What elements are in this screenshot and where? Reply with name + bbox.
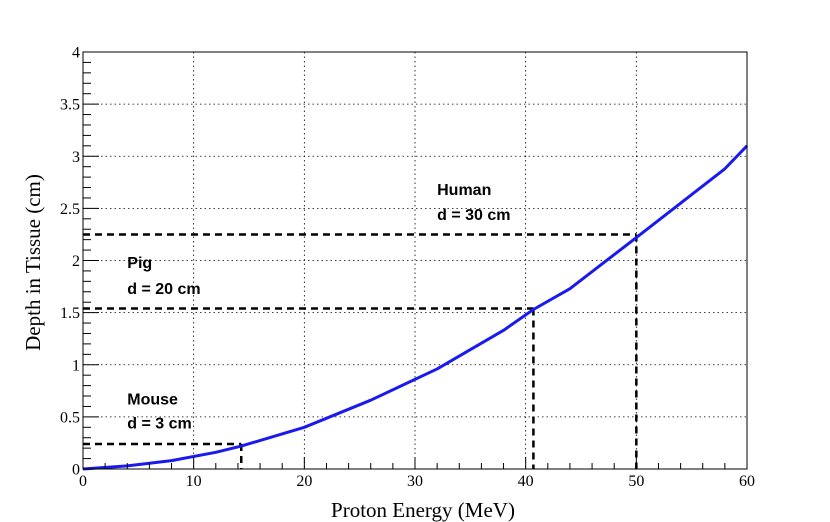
x-tick-label: 50 [628, 473, 644, 490]
human-distance-label: d = 30 cm [437, 207, 510, 224]
axis-ticks [82, 51, 748, 470]
y-tick-label: 3 [72, 149, 80, 166]
y-tick-label: 3.5 [60, 97, 80, 114]
pig-label: Pig [127, 255, 152, 272]
y-tick-label: 0.5 [60, 409, 80, 426]
y-tick-label: 4 [72, 45, 80, 62]
x-axis-title: Proton Energy (MeV) [331, 498, 515, 522]
tick-labels: 0 10 20 30 40 50 60 0 0.5 1 1.5 2 2.5 3 3.5 4 [60, 45, 755, 491]
y-tick-label: 2.5 [60, 201, 80, 218]
x-tick-label: 60 [739, 473, 755, 490]
y-tick-label: 1 [72, 357, 80, 374]
x-tick-label: 40 [518, 473, 534, 490]
grid [83, 52, 747, 469]
annotation-guides [83, 233, 638, 469]
y-axis-title: Depth in Tissue (cm) [21, 174, 45, 351]
human-label: Human [437, 182, 491, 199]
y-tick-label: 0 [72, 462, 80, 479]
mouse-distance-label: d = 3 cm [127, 415, 191, 432]
y-tick-label: 2 [72, 253, 80, 270]
x-tick-label: 0 [79, 473, 87, 490]
annotation-labels: Mouse d = 3 cm Pig d = 20 cm Human d = 30 cm [127, 182, 510, 433]
y-tick-label: 1.5 [60, 305, 80, 322]
x-tick-label: 10 [186, 473, 202, 490]
mouse-label: Mouse [127, 391, 178, 408]
x-tick-label: 20 [296, 473, 312, 490]
series-layer [82, 144, 749, 471]
x-tick-label: 30 [407, 473, 423, 490]
pig-distance-label: d = 20 cm [127, 281, 200, 298]
series-line [82, 144, 749, 471]
